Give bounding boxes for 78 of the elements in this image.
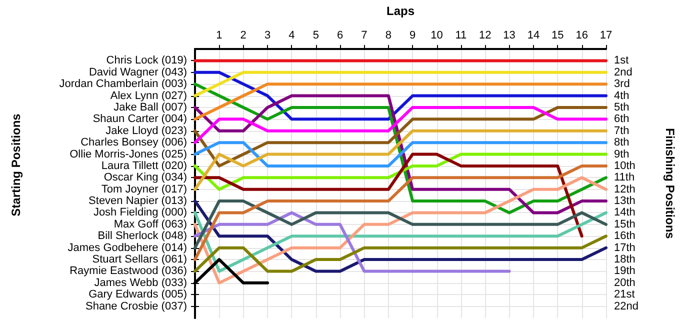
y-tick-label: 22nd	[614, 300, 638, 312]
y-tick-label: 10th	[614, 160, 636, 172]
category-label: Oscar King (034)	[104, 172, 187, 184]
y-tick-label: 1st	[614, 54, 629, 67]
line-series	[194, 152, 608, 191]
x-tick-label: 7	[361, 30, 368, 42]
x-tick-label: 1	[216, 30, 222, 42]
x-tick-label: 3	[264, 30, 271, 42]
category-label: Chris Lock (019)	[106, 54, 187, 67]
y-tick-label: 6th	[614, 113, 630, 126]
x-tick-label: 17	[600, 30, 612, 42]
category-label: Steven Napier (013)	[88, 195, 187, 208]
line-series	[194, 106, 608, 144]
x-tick-label: 12	[478, 30, 492, 42]
category-label: Stuart Sellars (061)	[92, 254, 187, 266]
y-tick-label: 9th	[614, 148, 630, 160]
y-tick-label: 7th	[614, 124, 630, 137]
category-label: Shaun Carter (004)	[92, 113, 187, 126]
x-tick-label: 8	[385, 30, 392, 42]
x-axis-title: Laps	[386, 4, 415, 18]
y-axis-title: Finishing Positions	[663, 128, 677, 240]
line-series	[194, 152, 584, 238]
line-series	[194, 211, 608, 273]
x-tick-label: 6	[336, 30, 344, 42]
line-series	[194, 164, 608, 262]
category-label: Jordan Chamberlain (003)	[59, 78, 187, 90]
x-tick-label: 13	[503, 30, 516, 42]
category-label: Jake Lloyd (023)	[106, 124, 187, 137]
category-label: Josh Fielding (000)	[93, 206, 187, 219]
y-tick-label: 13th	[614, 195, 636, 208]
category-label: Charles Bonsey (006)	[80, 136, 187, 149]
category-label: Laura Tillett (020)	[101, 160, 187, 172]
y-tick-label: 15th	[614, 218, 636, 230]
x-tick-label: 5	[312, 30, 319, 42]
category-label: Shane Crosbie (037)	[85, 300, 187, 312]
category-label: James Godbehere (014)	[68, 242, 187, 254]
line-series	[194, 129, 608, 191]
line-series	[194, 176, 608, 284]
y-tick-label: 12th	[614, 183, 636, 196]
y-tick-label: 19th	[614, 265, 636, 278]
y-tick-label: 8th	[614, 136, 630, 149]
line-series	[194, 106, 608, 168]
line-series	[194, 82, 608, 121]
y-tick-label: 4th	[614, 90, 630, 102]
line-series	[194, 200, 608, 273]
y-tick-label: 5th	[614, 101, 630, 114]
x-tick-label: 9	[410, 30, 416, 42]
line-series	[194, 200, 608, 250]
x-tick-label: 10	[430, 30, 443, 42]
y-tick-label: 21st	[614, 288, 635, 301]
category-label: Bill Sherlock (048)	[98, 230, 187, 242]
category-label: Raymie Eastwood (036)	[70, 265, 187, 278]
y-tick-label: 20th	[614, 276, 636, 289]
x-tick-label: 16	[576, 30, 588, 42]
y-tick-label: 14th	[614, 206, 636, 219]
x-tick-label: 4	[288, 30, 295, 42]
category-label: David Wagner (043)	[88, 66, 187, 78]
y-tick-label: 18th	[614, 254, 636, 266]
category-label: Tom Joyner (017)	[101, 183, 187, 196]
y-tick-label: 3rd	[614, 78, 630, 90]
line-series	[194, 70, 608, 121]
category-label: James Webb (033)	[94, 276, 187, 289]
line-series	[194, 211, 511, 273]
text: Starting Positions	[9, 113, 23, 216]
x-tick-label: 11	[455, 30, 467, 42]
line-series	[194, 234, 608, 273]
x-tick-label: 2	[240, 30, 246, 42]
y-tick-label: 2nd	[614, 66, 632, 78]
category-label: Max Goff (063)	[114, 218, 187, 230]
x-tick-label: 14	[527, 30, 540, 42]
y-tick-label: 16th	[614, 230, 636, 242]
y-tick-label: 17th	[614, 242, 636, 254]
category-label: Ollie Morris-Jones (025)	[70, 148, 187, 160]
category-label: Gary Edwards (005)	[88, 288, 187, 301]
x-tick-label: 15	[552, 30, 564, 42]
y-tick-label: 11th	[614, 172, 635, 184]
category-label: Jake Ball (007)	[114, 101, 187, 114]
category-label: Alex Lynn (027)	[110, 90, 187, 102]
